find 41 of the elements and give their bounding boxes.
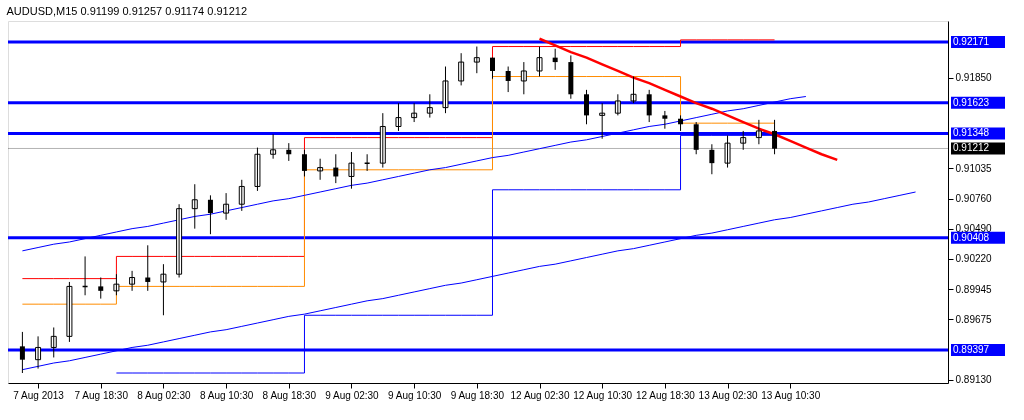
- x-tick-label: 9 Aug 10:30: [387, 389, 442, 401]
- candlestick: [442, 66, 449, 114]
- x-tick-label: 12 Aug 10:30: [573, 389, 633, 401]
- candlestick: [395, 102, 402, 132]
- x-tick-label: 7 Aug 2013: [13, 389, 65, 401]
- x-tick-label: 13 Aug 10:30: [761, 389, 821, 401]
- x-tick-label: 8 Aug 18:30: [262, 389, 317, 401]
- candlestick: [254, 147, 261, 192]
- candlestick: [536, 46, 543, 78]
- ref-line-label: 0.91348: [953, 127, 990, 139]
- x-tick-label: 8 Aug 10:30: [199, 389, 254, 401]
- candlestick: [348, 151, 355, 190]
- y-tick-label: 0.90220: [955, 253, 993, 265]
- candlestick: [98, 277, 104, 300]
- x-tick-label: 9 Aug 18:30: [450, 389, 505, 401]
- y-tick-label: 0.89130: [955, 374, 993, 386]
- x-tick-label: 9 Aug 02:30: [325, 389, 380, 401]
- chart-title: AUDUSD,M15 0.91199 0.91257 0.91174 0.91212: [6, 5, 248, 17]
- ref-line-label: 0.89397: [953, 344, 990, 356]
- ref-line-label: 0.91623: [953, 96, 990, 108]
- candlestick: [426, 93, 433, 119]
- y-tick-label: 0.91850: [955, 72, 993, 84]
- y-tick-label: 0.91035: [955, 162, 993, 174]
- x-tick-label: 7 Aug 18:30: [74, 389, 129, 401]
- candlestick: [66, 281, 73, 343]
- y-tick-label: 0.89675: [955, 313, 993, 325]
- x-tick-label: 8 Aug 02:30: [137, 389, 192, 401]
- candlestick: [724, 134, 731, 169]
- candlestick: [473, 46, 480, 74]
- candlestick: [160, 263, 167, 316]
- x-tick-label: 12 Aug 18:30: [635, 389, 696, 401]
- candlestick: [740, 130, 747, 151]
- ref-line-label: 0.91212: [953, 142, 990, 154]
- ref-line-label: 0.92171: [953, 35, 990, 47]
- x-tick-label: 13 Aug 02:30: [698, 389, 758, 401]
- candlestick: [630, 76, 637, 104]
- candlestick: [113, 273, 120, 296]
- x-tick-label: 12 Aug 02:30: [510, 389, 570, 401]
- candlestick: [520, 61, 527, 95]
- y-tick-label: 0.89945: [955, 283, 993, 295]
- y-tick-label: 0.90760: [955, 193, 993, 205]
